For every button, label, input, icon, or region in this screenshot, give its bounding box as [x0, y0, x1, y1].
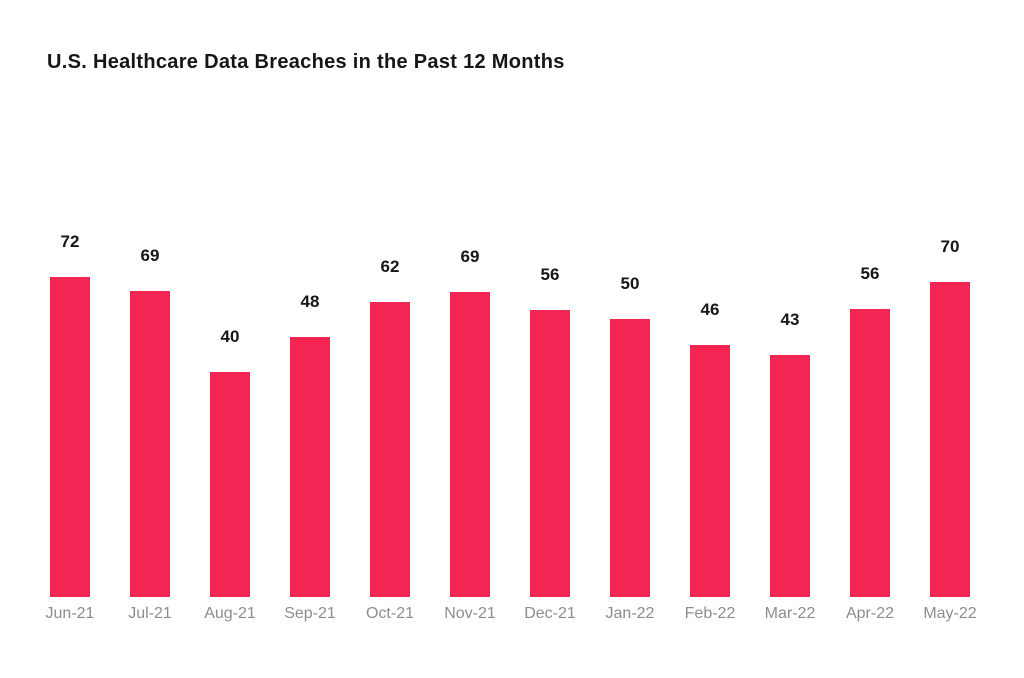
bar-stack: 62 — [370, 230, 410, 597]
bar-column: 48 Sep-21 — [270, 230, 350, 622]
bar-stack: 46 — [690, 230, 730, 597]
category-label: Feb-22 — [684, 605, 736, 622]
bar-column: 70 May-22 — [910, 230, 990, 622]
bar — [690, 345, 730, 597]
bar-chart: 72 Jun-21 69 Jul-21 40 Aug-21 48 Sep-21 62 Oct-21… — [30, 230, 990, 622]
bar-stack: 69 — [450, 230, 490, 597]
category-label: Jul-21 — [128, 605, 172, 622]
bar-stack: 40 — [210, 230, 250, 597]
bar-stack: 72 — [50, 230, 90, 597]
bar — [370, 302, 410, 597]
bar-stack: 70 — [930, 230, 970, 597]
category-label: Aug-21 — [204, 605, 256, 622]
bar-column: 69 Jul-21 — [110, 230, 190, 622]
bar-value-label: 62 — [380, 257, 400, 276]
bar-column: 72 Jun-21 — [30, 230, 110, 622]
bar-value-label: 69 — [460, 247, 480, 266]
category-label: May-22 — [923, 605, 977, 622]
bar — [850, 309, 890, 597]
bar-value-label: 50 — [620, 274, 640, 293]
bar-value-label: 72 — [60, 232, 80, 251]
bar-value-label: 56 — [860, 264, 880, 283]
bar-stack: 43 — [770, 230, 810, 597]
bar-column: 46 Feb-22 — [670, 230, 750, 622]
bar — [290, 337, 330, 597]
bar-column: 69 Nov-21 — [430, 230, 510, 622]
chart-title: U.S. Healthcare Data Breaches in the Pas… — [47, 51, 565, 73]
bar — [610, 319, 650, 597]
bar-value-label: 43 — [780, 310, 800, 329]
bar — [930, 282, 970, 597]
bar-column: 62 Oct-21 — [350, 230, 430, 622]
bar-column: 43 Mar-22 — [750, 230, 830, 622]
bar-value-label: 69 — [140, 246, 160, 265]
category-label: Jun-21 — [45, 605, 95, 622]
bar-stack: 56 — [530, 230, 570, 597]
bar — [50, 277, 90, 597]
category-label: Mar-22 — [764, 605, 816, 622]
category-label: Dec-21 — [524, 605, 576, 622]
plot-area: 72 Jun-21 69 Jul-21 40 Aug-21 48 Sep-21 62 Oct-21… — [30, 230, 990, 622]
bar-value-label: 46 — [700, 300, 720, 319]
bar-column: 56 Dec-21 — [510, 230, 590, 622]
bar-stack: 56 — [850, 230, 890, 597]
bar — [130, 291, 170, 597]
bar-column: 56 Apr-22 — [830, 230, 910, 622]
bar-column: 50 Jan-22 — [590, 230, 670, 622]
category-label: Nov-21 — [444, 605, 496, 622]
bar — [530, 310, 570, 597]
bar-stack: 69 — [130, 230, 170, 597]
bar-value-label: 48 — [300, 292, 320, 311]
bar — [450, 292, 490, 597]
bar-column: 40 Aug-21 — [190, 230, 270, 622]
bar — [770, 355, 810, 597]
category-label: Sep-21 — [284, 605, 336, 622]
bar-stack: 48 — [290, 230, 330, 597]
category-label: Apr-22 — [845, 605, 895, 622]
bar-value-label: 70 — [940, 237, 960, 256]
bar-stack: 50 — [610, 230, 650, 597]
bar-value-label: 56 — [540, 265, 560, 284]
category-label: Jan-22 — [605, 605, 655, 622]
bar — [210, 372, 250, 597]
category-label: Oct-21 — [365, 605, 414, 622]
bar-value-label: 40 — [220, 327, 240, 346]
